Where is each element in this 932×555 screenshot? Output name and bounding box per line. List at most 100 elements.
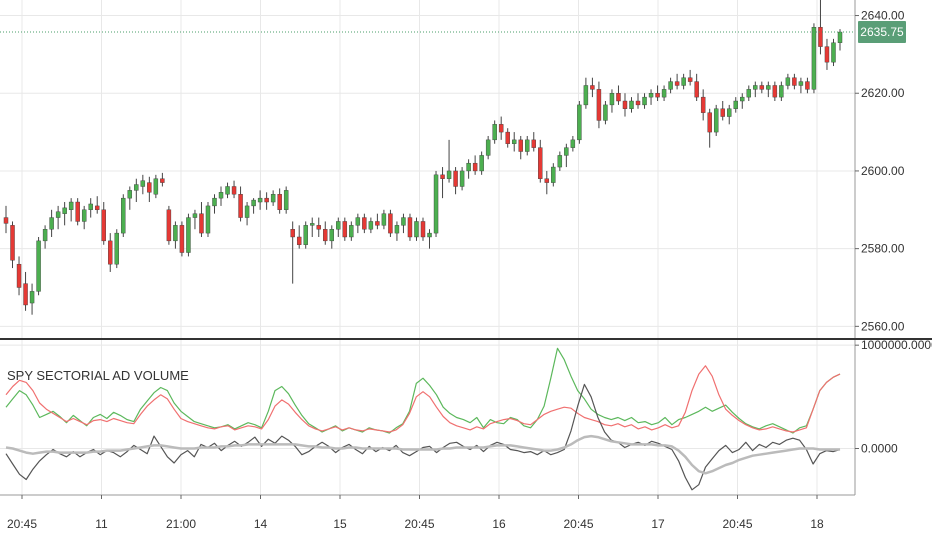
candle-up[interactable] (668, 81, 673, 90)
candle-down[interactable] (238, 194, 243, 218)
candle-down[interactable] (596, 89, 602, 121)
candle-down[interactable] (720, 108, 725, 117)
candle-up[interactable] (727, 108, 732, 117)
candle-up[interactable] (401, 217, 406, 226)
candle-up[interactable] (603, 104, 608, 121)
candle-down[interactable] (498, 124, 504, 133)
candle-up[interactable] (349, 225, 354, 238)
candle-up[interactable] (570, 139, 576, 148)
candle-down[interactable] (707, 112, 712, 133)
candle-up[interactable] (557, 155, 563, 168)
candle-up[interactable] (329, 229, 335, 242)
candle-down[interactable] (544, 178, 550, 183)
candle-down[interactable] (700, 96, 706, 113)
candle-up[interactable] (336, 221, 341, 230)
candle-up[interactable] (381, 213, 387, 226)
candle-down[interactable] (440, 174, 445, 179)
candle-down[interactable] (290, 229, 295, 238)
candle-down[interactable] (323, 229, 328, 242)
candle-up[interactable] (140, 180, 146, 187)
indicator-series-line[interactable] (5, 365, 841, 433)
candle-up[interactable] (414, 221, 419, 238)
candle-down[interactable] (160, 178, 165, 183)
indicator-series-line[interactable] (5, 383, 841, 491)
candle-up[interactable] (661, 89, 667, 98)
candle-down[interactable] (622, 100, 628, 109)
candle-up[interactable] (459, 170, 465, 187)
candle-up[interactable] (733, 100, 738, 109)
candle-up[interactable] (49, 217, 54, 230)
candle-up[interactable] (283, 190, 289, 210)
candle-down[interactable] (108, 240, 113, 265)
candle-down[interactable] (818, 26, 823, 47)
indicator-series-line[interactable] (5, 434, 840, 475)
candle-up[interactable] (609, 93, 615, 106)
candle-up[interactable] (36, 240, 41, 292)
candle-up[interactable] (564, 147, 569, 156)
candle-down[interactable] (101, 209, 106, 242)
candle-down[interactable] (75, 201, 80, 222)
candle-up[interactable] (270, 194, 276, 203)
candle-down[interactable] (453, 170, 458, 187)
candle-up[interactable] (127, 190, 133, 199)
candle-up[interactable] (681, 77, 686, 86)
candle-down[interactable] (616, 93, 621, 102)
indicator-series-line[interactable] (5, 347, 841, 434)
candle-down[interactable] (362, 217, 367, 230)
candle-down[interactable] (655, 93, 660, 98)
candle-up[interactable] (114, 232, 119, 265)
candle-down[interactable] (759, 85, 765, 90)
candle-down[interactable] (590, 85, 595, 90)
candle-up[interactable] (811, 26, 817, 90)
candle-up[interactable] (257, 197, 263, 203)
candle-up[interactable] (251, 199, 256, 207)
candle-up[interactable] (42, 229, 48, 242)
candle-up[interactable] (368, 221, 374, 230)
candle-up[interactable] (303, 225, 308, 245)
candle-down[interactable] (147, 182, 152, 193)
candle-up[interactable] (244, 205, 250, 218)
candle-down[interactable] (538, 147, 543, 179)
candle-up[interactable] (192, 213, 198, 218)
candle-up[interactable] (310, 223, 315, 226)
candle-down[interactable] (166, 209, 172, 242)
candle-down[interactable] (264, 197, 269, 203)
candle-up[interactable] (648, 93, 654, 98)
candle-up[interactable] (153, 178, 159, 195)
candle-down[interactable] (472, 162, 478, 172)
candle-up[interactable] (81, 209, 87, 222)
candle-down[interactable] (10, 225, 15, 261)
candle-up[interactable] (62, 207, 67, 214)
indicator-panel[interactable] (5, 347, 841, 491)
candle-up[interactable] (479, 155, 484, 172)
candle-up[interactable] (68, 201, 74, 210)
candle-down[interactable] (792, 77, 797, 86)
candle-down[interactable] (3, 217, 9, 224)
price-panel[interactable] (0, 0, 855, 315)
candle-up[interactable] (88, 203, 93, 210)
candle-up[interactable] (583, 85, 589, 106)
candle-up[interactable] (225, 186, 230, 195)
candle-up[interactable] (355, 217, 361, 226)
candle-down[interactable] (824, 46, 830, 63)
candle-down[interactable] (687, 77, 693, 82)
candle-up[interactable] (740, 96, 745, 102)
candle-up[interactable] (433, 174, 439, 234)
candle-up[interactable] (218, 192, 224, 199)
candle-up[interactable] (446, 170, 452, 179)
candle-down[interactable] (420, 221, 426, 238)
candle-down[interactable] (694, 81, 699, 98)
candle-up[interactable] (55, 211, 61, 218)
candle-down[interactable] (505, 131, 510, 144)
candle-up[interactable] (525, 139, 530, 152)
candle-down[interactable] (805, 81, 810, 90)
candle-down[interactable] (277, 194, 282, 210)
candle-up[interactable] (753, 85, 758, 90)
candle-up[interactable] (766, 85, 771, 90)
candle-down[interactable] (342, 221, 348, 238)
candle-down[interactable] (316, 225, 321, 230)
candle-down[interactable] (23, 283, 28, 306)
candle-up[interactable] (121, 197, 126, 234)
candle-up[interactable] (466, 162, 471, 172)
